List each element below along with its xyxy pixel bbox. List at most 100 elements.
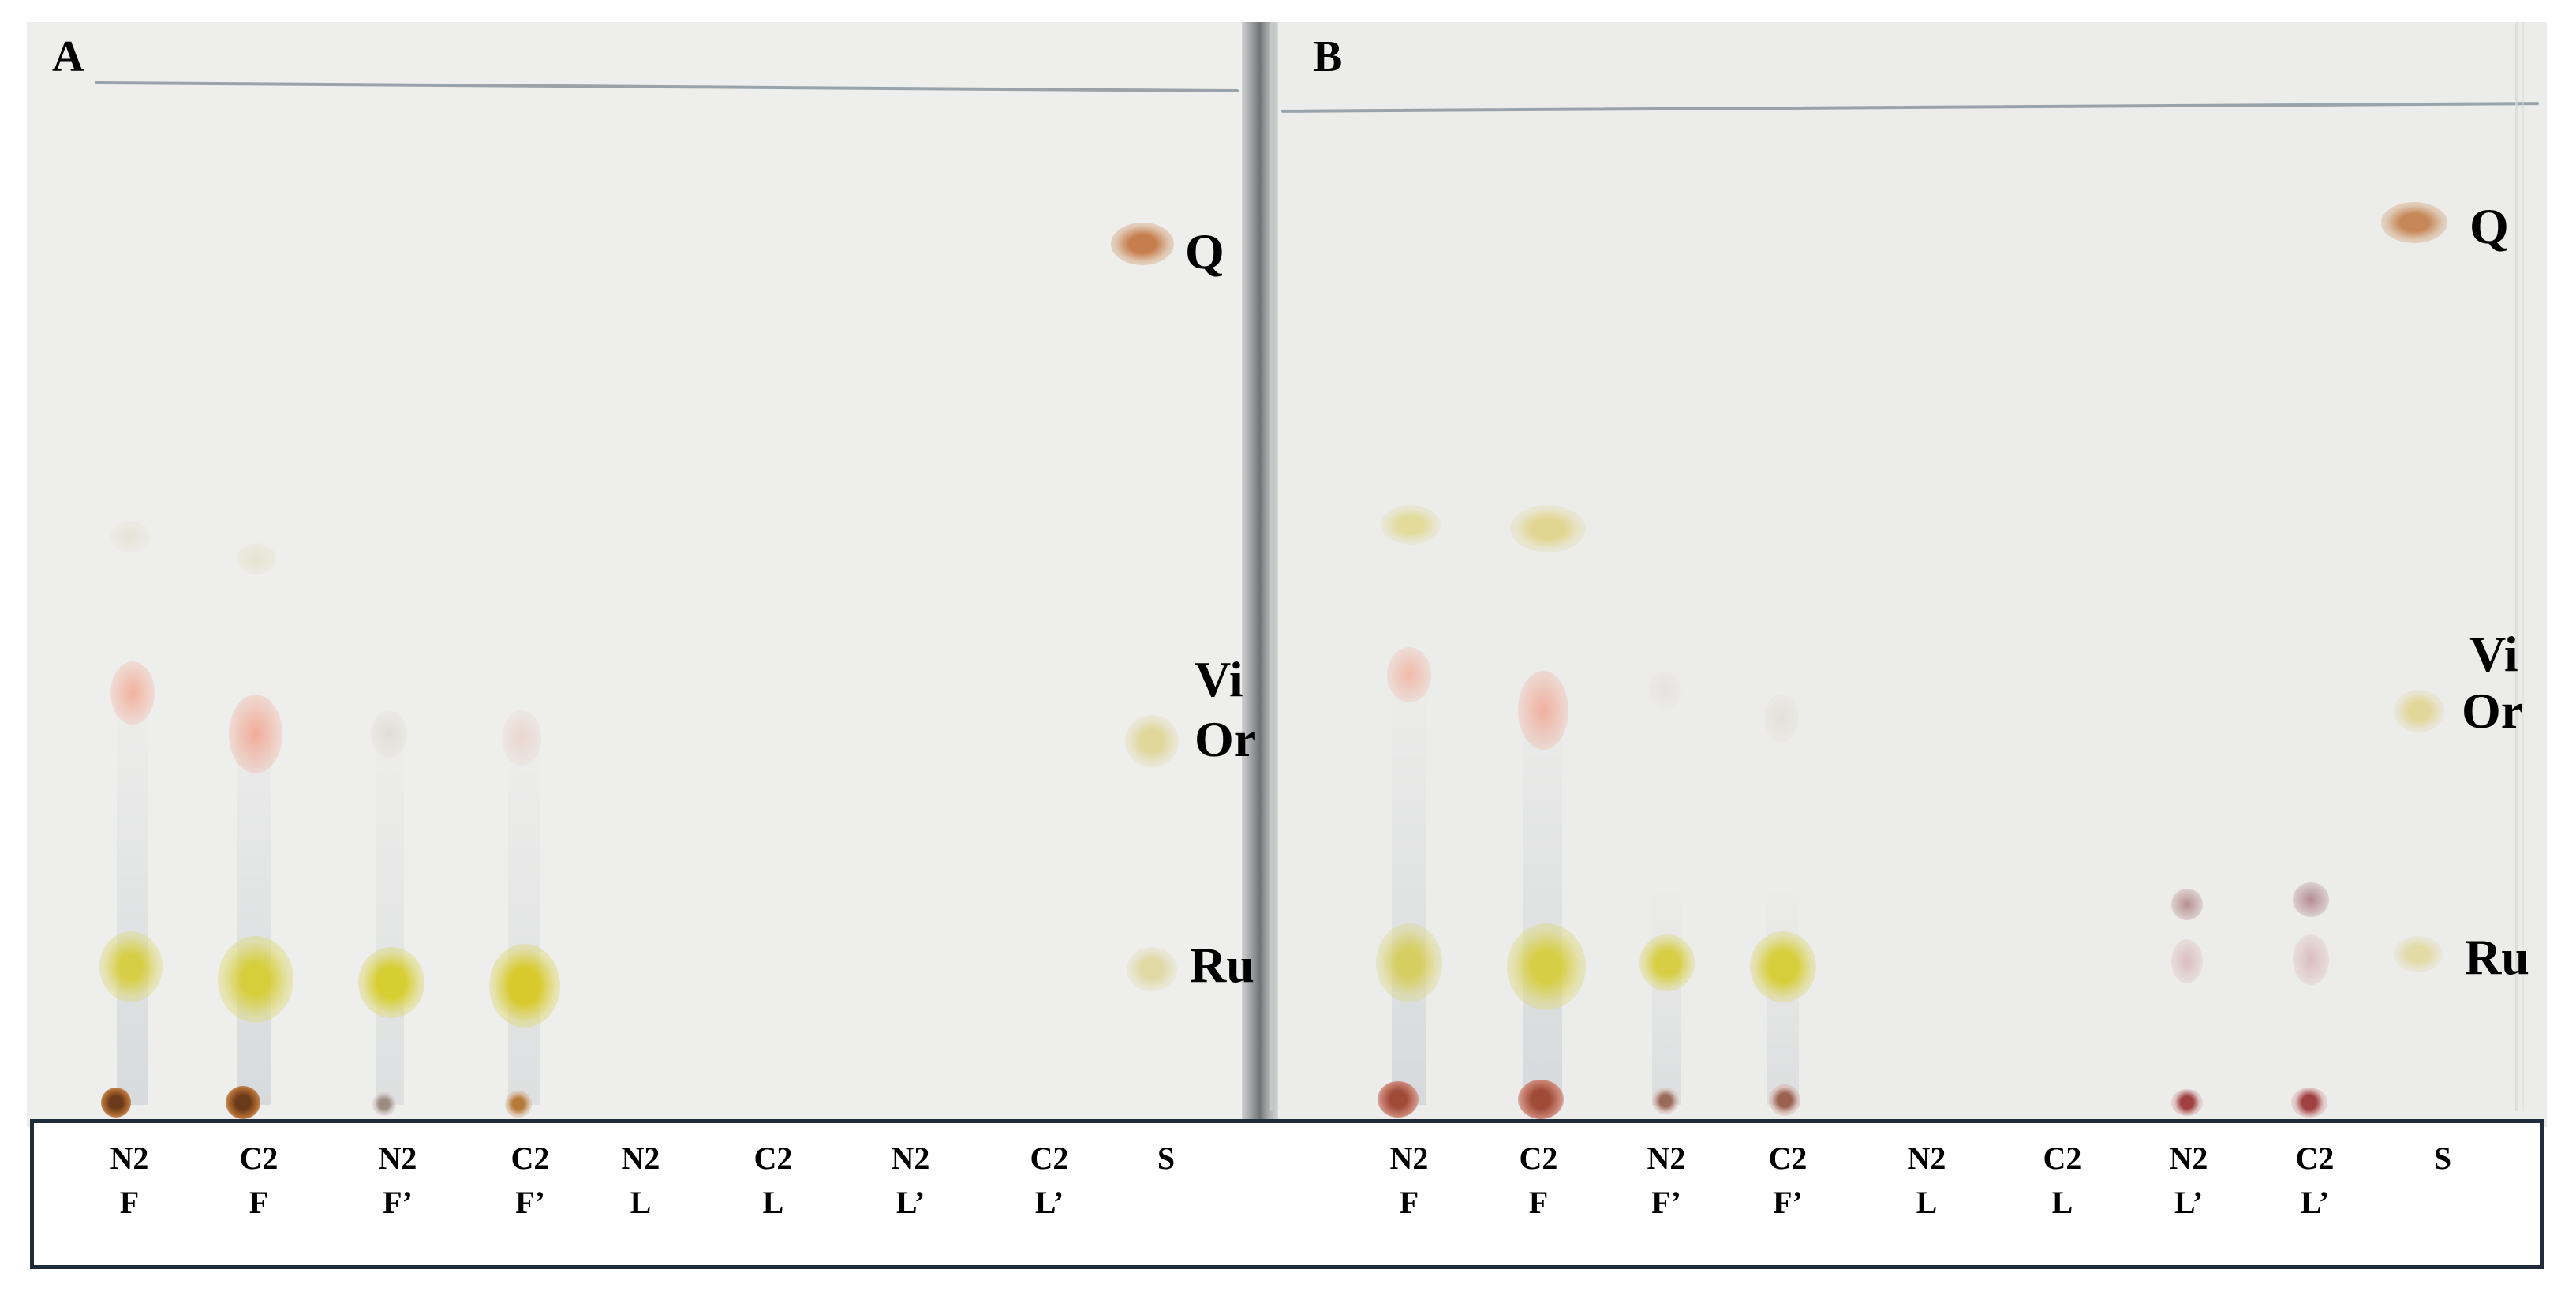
lane-label-b-9: S [2395, 1136, 2490, 1181]
plate-edge-scratch [2522, 22, 2524, 1111]
brownish-spot [2293, 882, 2329, 917]
faint-spot [1649, 671, 1681, 710]
lane-label-b-4: C2 F’ [1740, 1136, 1835, 1225]
yellow-spot [99, 931, 163, 1002]
lane-streak [117, 679, 148, 1105]
orientin-label-a: Or [1195, 711, 1257, 767]
lane-fraction: L [1916, 1185, 1938, 1220]
origin-spot [1378, 1081, 1419, 1118]
yellow-spot [1750, 931, 1816, 1002]
lane-label-a-5: N2 L [593, 1136, 688, 1225]
lane-streak [376, 710, 404, 1105]
origin-spot [1652, 1088, 1679, 1114]
lane-sample: C2 [1768, 1140, 1808, 1176]
faint-spot [237, 543, 276, 575]
lane-sample: N2 [1907, 1140, 1946, 1176]
lane-label-a-6: C2 L [726, 1136, 821, 1225]
quercetin-standard-spot [1111, 223, 1174, 265]
rutin-standard-spot [1127, 947, 1177, 991]
quercetin-label-a: Q [1185, 223, 1224, 279]
tlc-plate-a [27, 22, 1242, 1127]
lane-label-a-1: N2 F [82, 1136, 177, 1225]
lane-label-box [30, 1119, 2544, 1269]
yellow-spot [1507, 923, 1586, 1010]
lane-fraction: F’ [515, 1185, 545, 1220]
lane-label-a-4: C2 F’ [483, 1136, 578, 1225]
orientin-standard-spot [1125, 715, 1179, 767]
lane-sample: C2 [1519, 1140, 1558, 1176]
faint-spot [502, 710, 541, 766]
lane-fraction: F’ [1651, 1185, 1681, 1220]
reddish-spot [110, 661, 155, 725]
lane-sample: N2 [1389, 1140, 1429, 1176]
lane-fraction: L’ [2300, 1185, 2330, 1220]
orientin-label-b: Or [2462, 683, 2524, 739]
reddish-spot [1518, 671, 1568, 750]
lane-sample: N2 [1647, 1140, 1686, 1176]
lane-label-b-6: C2 L [2015, 1136, 2110, 1225]
reddish-spot [229, 695, 282, 773]
lane-fraction: F [119, 1185, 140, 1220]
orientin-standard-spot [2394, 690, 2444, 732]
rutin-label-a: Ru [1190, 937, 1254, 993]
lane-streak [508, 710, 540, 1105]
lane-sample: C2 [2295, 1140, 2335, 1176]
brownish-spot [2171, 889, 2203, 920]
brownish-spot [2293, 934, 2329, 985]
lane-label-b-2: C2 F [1491, 1136, 1586, 1225]
lane-streak [1523, 679, 1562, 1105]
lane-sample: C2 [510, 1140, 550, 1176]
origin-spot [2291, 1088, 2327, 1118]
quercetin-label-b: Q [2469, 198, 2509, 254]
quercetin-standard-spot [2381, 202, 2447, 243]
lane-sample: C2 [1030, 1140, 1069, 1176]
origin-spot [372, 1092, 396, 1116]
lane-label-a-7: N2 L’ [863, 1136, 958, 1225]
yellow-spot [358, 947, 424, 1018]
origin-spot [1518, 1080, 1564, 1119]
origin-spot [226, 1086, 260, 1119]
tlc-plate-b [1278, 22, 2547, 1127]
lane-fraction: L [630, 1185, 652, 1220]
brownish-spot [2171, 939, 2203, 983]
lane-sample: C2 [2043, 1140, 2082, 1176]
lane-sample: N2 [621, 1140, 660, 1176]
lane-label-a-9: S [1119, 1136, 1213, 1181]
yellow-spot [1376, 923, 1442, 1002]
lane-sample: C2 [239, 1140, 279, 1176]
lane-streak [1652, 884, 1681, 1105]
lane-label-b-5: N2 L [1879, 1136, 1974, 1225]
lane-sample: S [1157, 1140, 1176, 1176]
lane-fraction: F [249, 1185, 269, 1220]
plate-edge-scratch [1270, 22, 1273, 1111]
faint-spot [110, 521, 150, 552]
yellow-spot [1381, 505, 1441, 545]
lane-sample: S [2433, 1140, 2452, 1176]
plate-edge-scratch [2515, 22, 2518, 1111]
lane-fraction: L’ [1034, 1185, 1064, 1220]
yellow-spot [1639, 934, 1695, 991]
lane-fraction: F [1399, 1185, 1419, 1220]
reddish-spot [1387, 647, 1431, 702]
lane-label-a-8: C2 L’ [1002, 1136, 1097, 1225]
faint-spot [1764, 695, 1799, 742]
vitexin-label-b: Vi [2469, 626, 2518, 682]
lane-label-b-7: N2 L’ [2141, 1136, 2236, 1225]
rutin-standard-spot [2394, 936, 2443, 972]
faint-spot [371, 710, 407, 758]
lane-fraction: L [762, 1185, 784, 1220]
lane-sample: N2 [110, 1140, 149, 1176]
origin-spot [101, 1088, 131, 1118]
panel-letter-a: A [52, 32, 84, 81]
lane-label-b-3: N2 F’ [1619, 1136, 1714, 1225]
lane-sample: N2 [891, 1140, 930, 1176]
rutin-label-b: Ru [2465, 929, 2529, 985]
yellow-spot [1510, 505, 1586, 552]
lane-fraction: L’ [2174, 1185, 2204, 1220]
origin-spot [505, 1091, 532, 1118]
lane-fraction: L [2051, 1185, 2073, 1220]
lane-label-a-3: N2 F’ [350, 1136, 445, 1225]
panel-letter-b: B [1313, 32, 1343, 81]
lane-fraction: F’ [1773, 1185, 1803, 1220]
lane-sample: N2 [378, 1140, 417, 1176]
